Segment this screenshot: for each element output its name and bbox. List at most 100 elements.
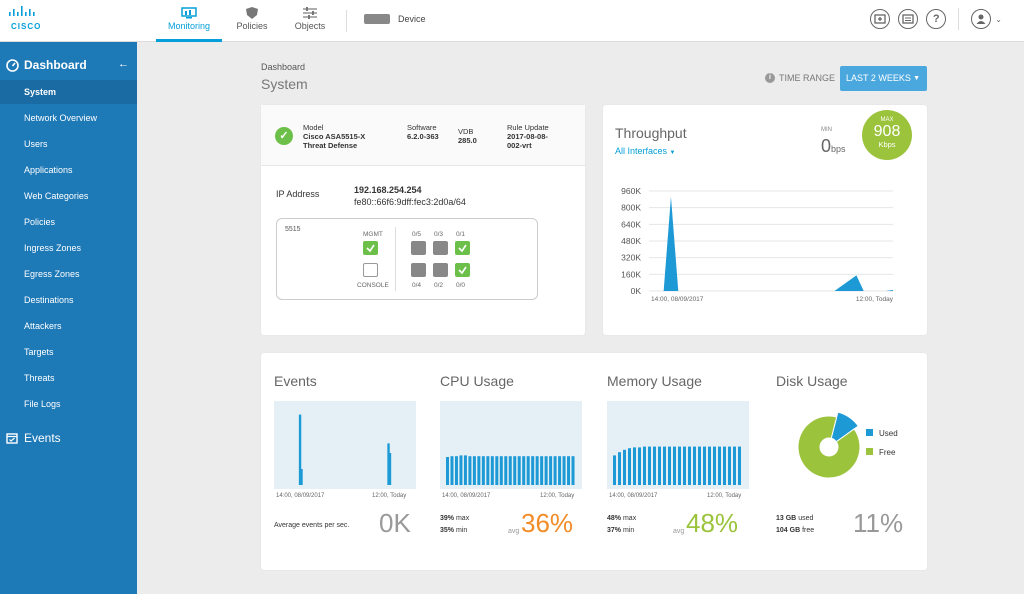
device-chassis-diagram: 5515 MGMT CONSOLE 0/5 0/3 0/1 0/4 0/2 0/… [276,218,538,300]
time-range-dropdown[interactable]: LAST 2 WEEKS ▼ [840,66,927,91]
user-menu-chevron-icon[interactable]: ⌄ [995,14,1002,24]
sidebar-events[interactable]: Events [6,431,61,445]
bar [623,449,626,485]
memory-x-end: 12:00, Today [707,493,742,499]
min-value: 0 [821,136,832,156]
port-0-5[interactable] [411,241,426,255]
task-list-icon[interactable] [898,9,919,29]
y-tick-label: 640K [621,219,641,229]
bar [450,456,454,485]
bar [553,456,557,485]
legend-free-swatch [866,448,873,455]
bar [613,455,616,485]
bar [387,443,390,485]
breadcrumb[interactable]: Dashboard [261,62,306,72]
port-0-4[interactable] [411,263,426,277]
sidebar-item[interactable]: Network Overview [24,113,98,123]
bar [673,446,676,485]
port-label-0-2: 0/2 [434,282,444,289]
sidebar-item[interactable]: Threats [24,373,55,383]
legend-used: Used [866,424,898,443]
tab-objects[interactable]: Objects [290,0,330,42]
bar [540,456,544,485]
sidebar-item[interactable]: Ingress Zones [24,243,82,253]
max-value: 908 [873,123,901,140]
cpu-title: CPU Usage [440,373,514,389]
vdb-field: VDB 285.0 [458,127,488,145]
chassis-divider [395,227,396,291]
bar [388,453,392,485]
interfaces-dropdown[interactable]: All Interfaces ▼ [615,146,676,156]
bar [718,446,721,485]
sidebar-item[interactable]: Policies [24,217,56,227]
bar [499,456,503,485]
cisco-logo-text: CISCO [11,22,42,31]
model-value: Cisco ASA5515-X Threat Defense [303,132,366,150]
memory-min-value: 37% [607,527,622,534]
bar [535,456,539,485]
cpu-chart-bg [440,401,582,489]
software-label: Software [407,123,437,132]
events-chart [298,414,392,485]
time-range-label: TIME RANGE [779,73,836,83]
legend-used-label: Used [879,429,898,438]
sidebar-item[interactable]: Destinations [24,295,74,305]
y-tick-label: 160K [621,269,641,279]
vdb-label: VDB [458,127,474,136]
bar [693,446,696,485]
bar [723,446,726,485]
rule-update-label: Rule Update [507,123,549,132]
mgmt-port[interactable] [363,241,378,255]
info-icon[interactable]: i [765,73,775,83]
disk-usage-values: 13 GB used 104 GB free [776,513,814,537]
port-0-2[interactable] [433,263,448,277]
rule-update-value: 2017-08-08-002-vrt [507,132,548,150]
bar [628,448,631,485]
sidebar-dashboard-header[interactable]: Dashboard [6,58,87,72]
calendar-check-icon [6,433,18,444]
help-icon[interactable]: ? [926,9,947,29]
port-0-3[interactable] [433,241,448,255]
cisco-logo[interactable]: CISCO [8,6,50,34]
disk-legend: Used Free [866,424,898,462]
sidebar-item[interactable]: Web Categories [24,191,89,201]
cpu-x-end: 12:00, Today [540,493,575,499]
device-link[interactable]: Device [364,14,426,24]
tab-policies[interactable]: Policies [230,0,274,42]
bar [653,446,656,485]
bar [526,456,530,485]
bar [298,414,302,485]
memory-x-start: 14:00, 08/09/2017 [609,493,658,499]
cpu-min-value: 35% [440,527,455,534]
user-avatar-icon[interactable] [971,9,992,29]
bar [738,446,741,485]
port-0-0[interactable] [455,263,470,277]
disk-used-value: 13 GB [776,515,797,522]
console-port[interactable] [363,263,378,277]
port-0-1[interactable] [455,241,470,255]
device-label: Device [398,14,426,24]
bar [463,455,467,485]
sidebar-item[interactable]: File Logs [24,399,61,409]
sidebar-item[interactable]: Targets [24,347,54,357]
bar [663,446,666,485]
status-ok-check-icon: ✓ [275,127,293,145]
time-range-label-group: i TIME RANGE [765,73,835,83]
port-label-0-1: 0/1 [456,231,466,238]
sidebar-item[interactable]: Egress Zones [24,269,80,279]
cpu-x-start: 14:00, 08/09/2017 [442,493,491,499]
sidebar-item[interactable]: Users [24,139,48,149]
ip-address-values: 192.168.254.254 fe80::66f6:9dff:fec3:2d0… [354,184,466,208]
memory-chart-bg [607,401,749,489]
deploy-icon[interactable] [870,9,891,29]
sidebar-collapse-arrow-icon[interactable]: ← [118,58,129,70]
bar [658,446,661,485]
sidebar-item[interactable]: System [0,80,137,104]
bar [522,456,526,485]
sidebar-item[interactable]: Attackers [24,321,62,331]
sidebar-item[interactable]: Applications [24,165,73,175]
sidebar: Dashboard ← System Network Overview Users A… [0,42,137,594]
tab-monitoring[interactable]: Monitoring [156,0,222,42]
bar [683,446,686,485]
nav-divider [346,10,347,32]
